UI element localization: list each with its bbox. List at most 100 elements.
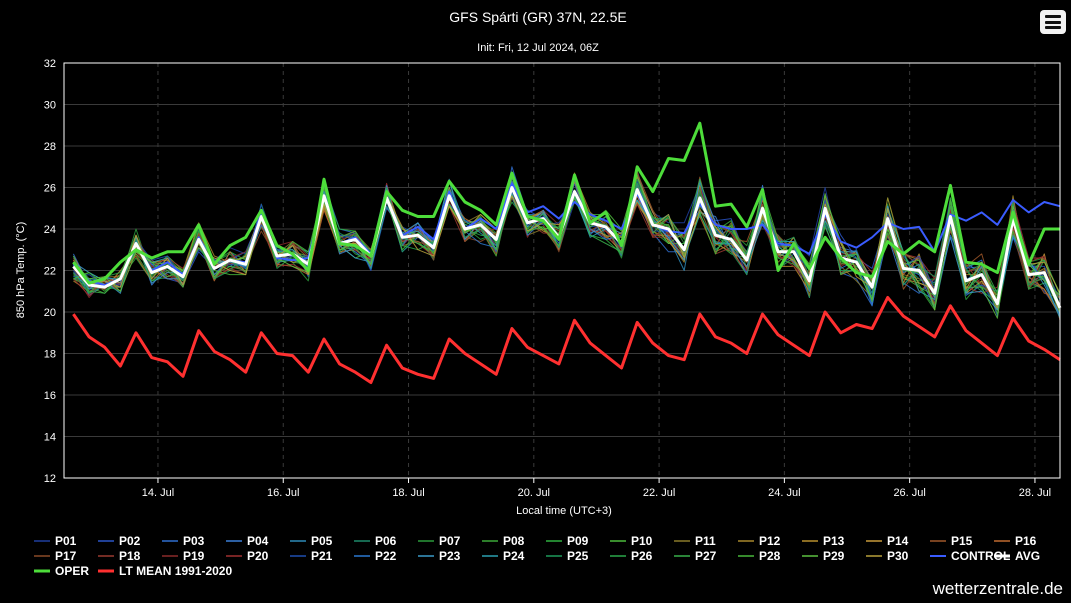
legend-label: LT MEAN 1991-2020	[119, 564, 232, 578]
legend-item[interactable]: P02	[98, 534, 141, 548]
plot-area	[72, 121, 1062, 384]
y-tick-label: 30	[44, 100, 56, 112]
legend-label: P10	[631, 534, 653, 548]
legend-item[interactable]: P13	[802, 534, 845, 548]
legend-label: P17	[55, 549, 77, 563]
legend-label: P01	[55, 534, 77, 548]
legend-label: P12	[759, 534, 781, 548]
series-line-oper[interactable]	[72, 121, 1060, 285]
legend-label: P03	[183, 534, 205, 548]
legend-item[interactable]: P07	[418, 534, 461, 548]
legend-item[interactable]: P08	[482, 534, 525, 548]
legend-item[interactable]: P01	[34, 534, 77, 548]
legend-item[interactable]: P16	[994, 534, 1037, 548]
x-axis: 14. Jul 16. Jul 18. Jul 20. Jul 22. Jul 24. J…	[142, 478, 1051, 499]
series-line-p03[interactable]	[72, 166, 1061, 317]
legend-item[interactable]: P22	[354, 549, 397, 563]
y-tick-label: 32	[44, 58, 56, 70]
legend-item[interactable]: P19	[162, 549, 205, 563]
y-axis-label: 850 hPa Temp. (°C)	[15, 222, 27, 319]
legend-item[interactable]: P14	[866, 534, 909, 548]
legend-item[interactable]: P28	[738, 549, 781, 563]
legend-item[interactable]: P30	[866, 549, 909, 563]
watermark: wetterzentrale.de	[932, 579, 1063, 598]
legend-label: OPER	[55, 564, 89, 578]
legend-item[interactable]: P04	[226, 534, 269, 548]
y-tick-label: 16	[44, 390, 56, 402]
legend-item[interactable]: P29	[802, 549, 845, 563]
series-line-avg[interactable]	[72, 186, 1062, 309]
legend-item[interactable]: LT MEAN 1991-2020	[98, 564, 232, 578]
hamburger-menu-icon[interactable]	[1040, 10, 1066, 34]
legend-label: P25	[567, 549, 589, 563]
y-tick-label: 20	[44, 307, 56, 319]
x-tick-label: 14. Jul	[142, 487, 174, 499]
legend-label: P04	[247, 534, 269, 548]
legend-item[interactable]: P06	[354, 534, 397, 548]
legend-item[interactable]: P26	[610, 549, 653, 563]
legend-item[interactable]: P09	[546, 534, 589, 548]
x-tick-label: 22. Jul	[643, 487, 675, 499]
legend-label: P18	[119, 549, 141, 563]
legend-item[interactable]: CONTROL	[930, 549, 1010, 563]
legend-label: P29	[823, 549, 845, 563]
series-line-p12[interactable]	[73, 174, 1061, 313]
x-axis-label: Local time (UTC+3)	[516, 505, 612, 517]
y-tick-label: 22	[44, 266, 56, 278]
x-tick-label: 28. Jul	[1019, 487, 1051, 499]
legend-label: AVG	[1015, 549, 1040, 563]
legend-item[interactable]: P03	[162, 534, 205, 548]
series-line-p25[interactable]	[73, 178, 1061, 311]
legend-label: CONTROL	[951, 549, 1010, 563]
y-tick-label: 28	[44, 141, 56, 153]
legend-item[interactable]: P18	[98, 549, 141, 563]
legend-item[interactable]: P05	[290, 534, 333, 548]
x-tick-label: 20. Jul	[518, 487, 550, 499]
y-tick-label: 14	[44, 432, 56, 444]
plot-border	[63, 62, 1061, 479]
x-tick-label: 16. Jul	[267, 487, 299, 499]
legend-item[interactable]: P15	[930, 534, 973, 548]
y-tick-label: 26	[44, 183, 56, 195]
legend-item[interactable]: P11	[674, 534, 716, 548]
legend-item[interactable]: OPER	[34, 564, 89, 578]
y-tick-label: 24	[44, 224, 56, 236]
legend-label: P07	[439, 534, 461, 548]
series-line-p15[interactable]	[73, 172, 1061, 309]
y-tick-label: 12	[44, 473, 56, 485]
legend-item[interactable]: P23	[418, 549, 461, 563]
legend-label: P21	[311, 549, 333, 563]
legend-label: P23	[439, 549, 461, 563]
legend-item[interactable]: P24	[482, 549, 525, 563]
legend-label: P13	[823, 534, 845, 548]
legend-item[interactable]: P10	[610, 534, 653, 548]
legend-item[interactable]: AVG	[994, 549, 1040, 563]
chart-subtitle: Init: Fri, 12 Jul 2024, 06Z	[477, 42, 599, 54]
chart-title: GFS Spárti (GR) 37N, 22.5E	[449, 9, 626, 25]
legend-label: P19	[183, 549, 205, 563]
legend-item[interactable]: P27	[674, 549, 717, 563]
series-line-lt-mean-1991-2020[interactable]	[72, 296, 1061, 384]
series-line-p27[interactable]	[72, 178, 1061, 306]
series-line-p17[interactable]	[72, 172, 1061, 309]
legend-label: P08	[503, 534, 525, 548]
legend-item[interactable]: P21	[290, 549, 333, 563]
legend-label: P16	[1015, 534, 1037, 548]
series-line-p13[interactable]	[73, 172, 1061, 315]
legend-label: P05	[311, 534, 333, 548]
legend-label: P14	[887, 534, 909, 548]
legend-item[interactable]: P20	[226, 549, 269, 563]
legend-item[interactable]: P12	[738, 534, 781, 548]
legend-item[interactable]: P25	[546, 549, 589, 563]
legend-item[interactable]: P17	[34, 549, 77, 563]
legend-label: P15	[951, 534, 973, 548]
legend-label: P02	[119, 534, 141, 548]
legend-label: P06	[375, 534, 397, 548]
y-axis: 12 14 16 18 20 22 24 26 28 30 32	[44, 58, 56, 485]
legend-label: P28	[759, 549, 781, 563]
legend: P01 P02 P03 P04 P05 P06 P07 P08 P09 P10 P11 P12 P13 P…	[34, 534, 1040, 578]
legend-label: P11	[695, 534, 716, 548]
x-tick-label: 24. Jul	[768, 487, 800, 499]
x-tick-label: 26. Jul	[893, 487, 925, 499]
